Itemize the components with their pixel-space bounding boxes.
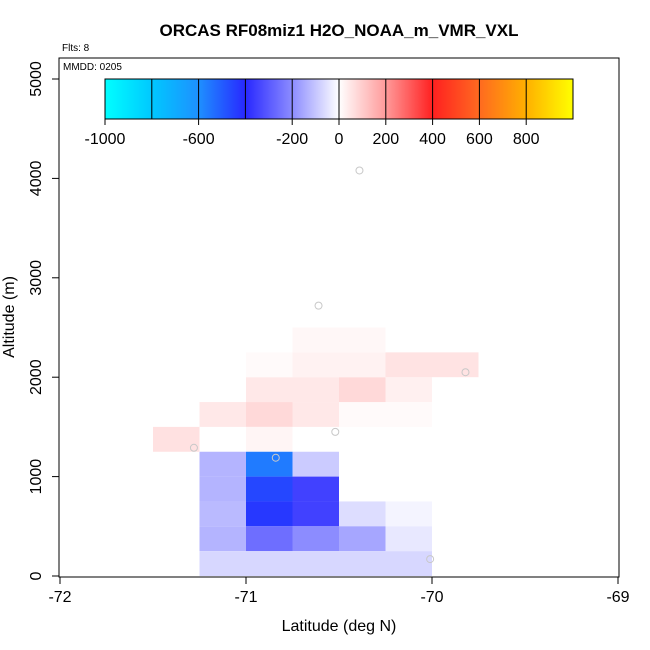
heatmap-cell — [339, 551, 386, 576]
heatmap-cell — [246, 451, 293, 477]
heatmap-cell — [246, 501, 293, 527]
flight-point — [189, 443, 198, 452]
heatmap-cell — [292, 526, 339, 552]
heatmap-cell — [292, 476, 339, 502]
heatmap-cells — [153, 327, 479, 576]
heatmap-cell — [432, 352, 479, 378]
flight-point — [426, 555, 435, 564]
flights-annotation: Flts: 8 — [62, 43, 90, 54]
x-axis: -72 -71 -70 -69 — [48, 577, 630, 606]
heatmap-cell — [292, 501, 339, 527]
heatmap-cell — [246, 377, 293, 403]
heatmap-cell — [339, 352, 386, 378]
heatmap-cell — [385, 402, 432, 427]
heatmap-cell — [385, 551, 432, 576]
heatmap-cell — [339, 377, 386, 403]
y-tick-label: 5000 — [28, 61, 45, 97]
heatmap-cell — [246, 352, 293, 378]
heatmap-cell — [339, 526, 386, 552]
heatmap-cell — [339, 501, 386, 527]
y-tick-label: 4000 — [28, 161, 45, 197]
heatmap-cell — [339, 327, 386, 353]
colorbar-tick-label: 0 — [335, 131, 344, 148]
y-axis-label: Altitude (m) — [1, 276, 18, 358]
heatmap-cell — [246, 426, 293, 452]
heatmap-cell — [246, 551, 293, 576]
colorbar-tick-label: 200 — [372, 131, 399, 148]
flight-point — [355, 166, 364, 175]
x-tick-label: -71 — [234, 589, 257, 606]
heatmap-cell — [385, 501, 432, 527]
colorbar-tick-label: 600 — [466, 131, 493, 148]
colorbar-tick-label: -200 — [276, 131, 308, 148]
heatmap-cell — [246, 526, 293, 552]
y-tick-label: 0 — [28, 571, 45, 580]
heatmap-cell — [199, 476, 246, 502]
y-tick-label: 3000 — [28, 260, 45, 296]
flight-point — [314, 301, 323, 310]
heatmap-cell — [246, 402, 293, 427]
plot-frame — [58, 57, 620, 578]
colorbar-tick-label: 800 — [513, 131, 540, 148]
x-tick-label: -70 — [420, 589, 443, 606]
heatmap-cell — [153, 426, 200, 452]
flight-point — [461, 368, 470, 377]
y-axis: 0 1000 2000 3000 4000 5000 — [28, 61, 59, 580]
date-annotation: MMDD: 0205 — [63, 62, 122, 73]
colorbar: -1000 -600 -200 0 200 400 600 800 — [85, 78, 574, 148]
heatmap-cell — [339, 402, 386, 427]
flight-point — [331, 427, 340, 436]
x-tick-label: -72 — [48, 589, 71, 606]
y-tick-label: 1000 — [28, 459, 45, 495]
heatmap-cell — [292, 402, 339, 427]
x-axis-label: Latitude (deg N) — [282, 618, 397, 635]
heatmap-cell — [199, 402, 246, 427]
heatmap-cell — [292, 451, 339, 477]
heatmap-cell — [199, 501, 246, 527]
colorbar-tick-label: -1000 — [85, 131, 126, 148]
x-tick-label: -69 — [606, 589, 629, 606]
heatmap-cell — [385, 352, 432, 378]
y-tick-label: 2000 — [28, 359, 45, 395]
heatmap-cell — [292, 377, 339, 403]
flight-points — [189, 166, 470, 564]
heatmap-cell — [199, 526, 246, 552]
heatmap-cell — [385, 377, 432, 403]
heatmap-cell — [292, 327, 339, 353]
heatmap-cell — [292, 551, 339, 576]
heatmap-cell — [292, 352, 339, 378]
flight-point — [271, 453, 280, 462]
heatmap-cell — [199, 551, 246, 576]
heatmap-cell — [246, 476, 293, 502]
heatmap-cell — [199, 451, 246, 477]
colorbar-tick-label: 400 — [419, 131, 446, 148]
colorbar-tick-label: -600 — [183, 131, 215, 148]
heatmap-cell — [385, 526, 432, 552]
chart-title: ORCAS RF08miz1 H2O_NOAA_m_VMR_VXL — [160, 21, 519, 40]
